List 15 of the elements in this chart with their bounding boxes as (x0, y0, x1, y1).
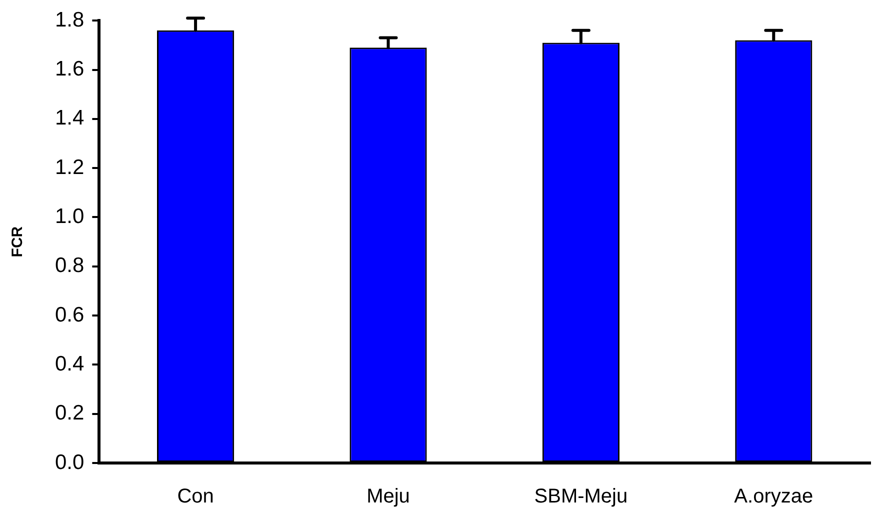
x-tick-label: A.oryzae (734, 486, 814, 508)
x-tick-label: Con (177, 486, 214, 508)
x-tick-label: SBM-Meju (534, 486, 628, 508)
y-tick-label: 1.8 (54, 8, 84, 32)
y-tick-label: 0.8 (54, 254, 84, 278)
y-tick-label: 0.4 (54, 352, 85, 376)
y-tick-label: 0.6 (54, 303, 84, 326)
y-tick-label: 1.4 (54, 106, 85, 130)
y-tick-label: 1.2 (54, 156, 84, 179)
y-axis-title: FCR (9, 226, 26, 258)
y-tick-label: 1.0 (54, 205, 84, 228)
x-tick-label: Meju (366, 486, 410, 508)
y-tick-label: 1.6 (54, 58, 84, 81)
y-tick-label: 0.2 (54, 402, 84, 425)
y-tick-label: 0.0 (54, 450, 84, 474)
